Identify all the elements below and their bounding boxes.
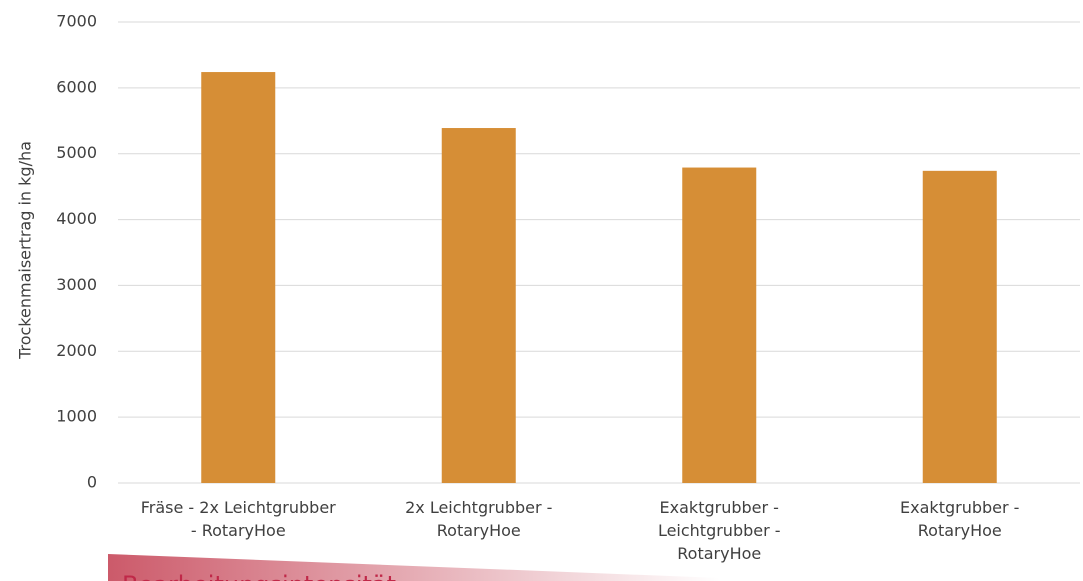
y-tick-label: 2000 (56, 341, 97, 360)
x-tick-label: 2x Leichtgrubber -RotaryHoe (405, 498, 552, 540)
x-tick-label: Fräse - 2x Leichtgrubber - RotaryHoe (141, 498, 336, 540)
y-axis-label: Trockenmaisertrag in kg/ha (16, 141, 35, 360)
bar (922, 170, 997, 483)
y-tick-label: 3000 (56, 275, 97, 294)
x-tick-label: Exaktgrubber -RotaryHoe (900, 498, 1019, 540)
y-tick-label: 1000 (56, 407, 97, 426)
bar (441, 128, 516, 483)
y-tick-label: 7000 (56, 12, 97, 31)
y-tick-label: 4000 (56, 209, 97, 228)
bar (682, 167, 757, 483)
x-tick-label: Exaktgrubber -Leichtgrubber -RotaryHoe (658, 498, 781, 563)
y-tick-label: 5000 (56, 143, 97, 162)
y-tick-label: 6000 (56, 77, 97, 96)
y-tick-label: 0 (87, 473, 97, 492)
annotation: Bearbeitungsintensität (122, 571, 396, 581)
bar (201, 72, 276, 484)
intensity-wedge (108, 554, 720, 581)
